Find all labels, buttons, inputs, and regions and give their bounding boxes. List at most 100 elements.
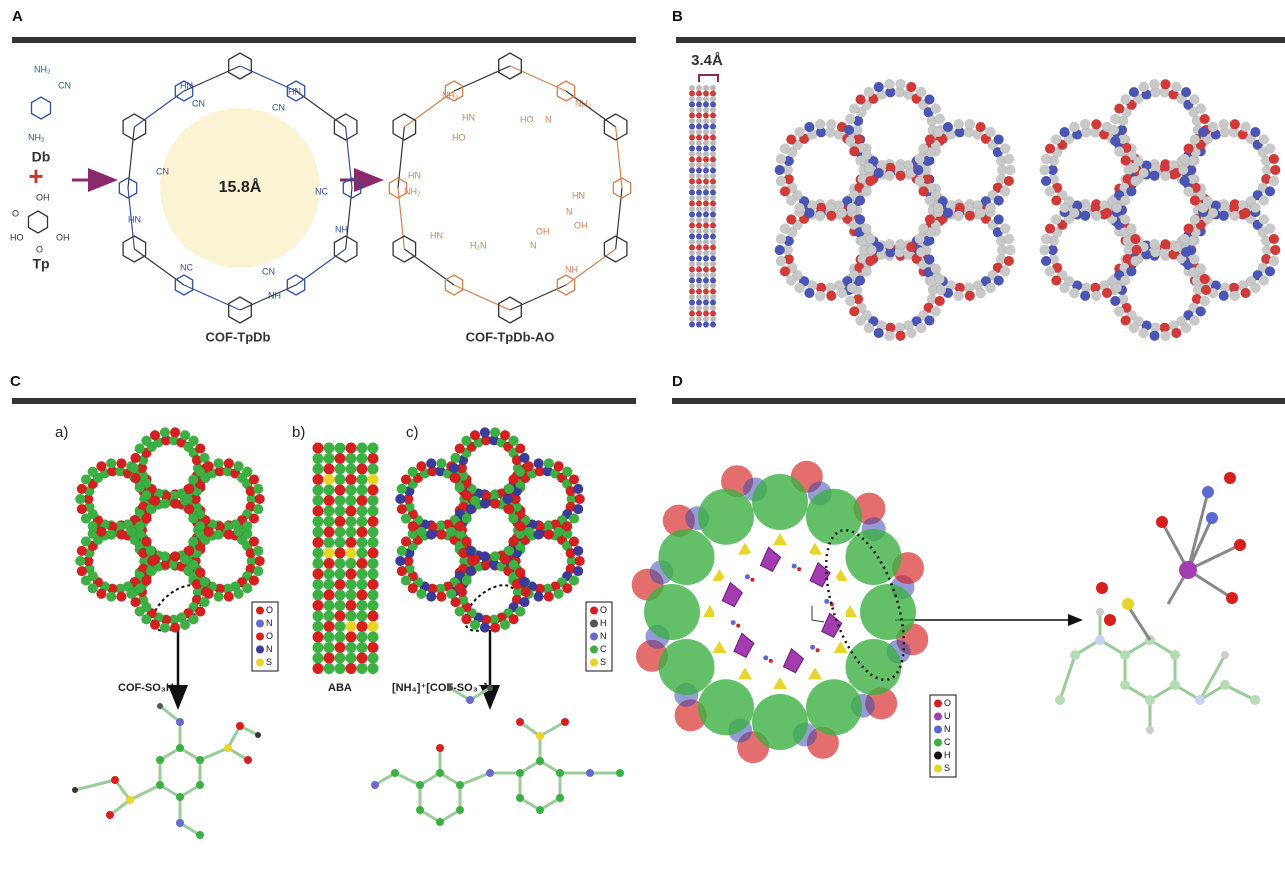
atom — [487, 685, 493, 691]
atom — [689, 261, 695, 267]
legend-swatch — [256, 619, 264, 628]
atom — [213, 458, 224, 469]
sub-label: b) — [292, 424, 305, 441]
atom — [710, 283, 716, 289]
atom — [345, 474, 357, 485]
atom — [1183, 186, 1194, 197]
atom — [710, 211, 716, 218]
atom — [696, 112, 702, 119]
atom — [436, 744, 444, 752]
atom — [479, 427, 491, 438]
product-label: COF-TpDb — [206, 329, 271, 344]
atom — [775, 175, 787, 187]
atom — [1195, 263, 1206, 274]
atom — [1195, 695, 1205, 705]
atom — [863, 322, 875, 334]
atom — [710, 118, 716, 124]
product-label: COF-TpDb-AO — [466, 329, 555, 344]
atom — [87, 582, 98, 594]
atom — [703, 145, 709, 152]
atom — [854, 275, 866, 286]
atom — [703, 101, 709, 108]
atom — [696, 206, 702, 212]
atom — [703, 134, 709, 141]
atom — [1069, 287, 1080, 299]
atom — [536, 732, 544, 740]
atom — [367, 652, 379, 664]
atom — [845, 113, 856, 125]
atom — [710, 244, 716, 251]
bond — [403, 90, 455, 128]
sub-label: c) — [406, 424, 419, 441]
bond — [1126, 605, 1152, 641]
atom — [710, 217, 716, 223]
atom — [176, 793, 184, 801]
atom — [846, 202, 858, 214]
atom — [312, 547, 324, 559]
atom — [200, 586, 212, 598]
atom — [703, 239, 709, 245]
atom — [845, 295, 856, 307]
atom — [156, 756, 164, 764]
atom — [323, 600, 335, 611]
atom-label: NH — [268, 290, 281, 300]
atom — [1128, 86, 1140, 98]
atom — [1240, 207, 1251, 219]
atom — [586, 769, 594, 777]
ring — [498, 296, 522, 324]
atom — [1110, 295, 1121, 307]
atom — [689, 140, 695, 146]
atom — [914, 175, 925, 187]
atom — [334, 547, 346, 559]
atom — [689, 101, 695, 108]
atom — [824, 598, 830, 604]
atom — [334, 642, 346, 653]
atom — [446, 526, 457, 537]
atom — [195, 567, 206, 578]
atom — [508, 559, 519, 571]
caption: COF-SO₃H — [118, 682, 174, 694]
atom — [1250, 126, 1261, 138]
atom — [934, 113, 945, 125]
atom — [543, 458, 555, 469]
atom — [710, 85, 716, 91]
atom — [356, 516, 368, 527]
atom — [1264, 186, 1276, 197]
atom — [367, 453, 379, 464]
atom — [924, 94, 935, 105]
atom — [689, 123, 695, 130]
atom — [953, 290, 964, 301]
atom — [1114, 306, 1125, 317]
atom — [696, 211, 702, 218]
atom — [356, 579, 368, 590]
atom — [1096, 582, 1108, 594]
atom — [479, 498, 491, 509]
monomer-label: Tp — [32, 256, 49, 272]
atom — [1206, 512, 1218, 524]
panel-b: 3.4Å — [689, 52, 1281, 341]
atom — [367, 579, 379, 590]
atom — [1180, 86, 1192, 98]
atom — [96, 588, 107, 599]
atom — [323, 526, 335, 538]
atom — [345, 558, 357, 569]
atom — [915, 246, 927, 258]
atom — [924, 214, 936, 225]
atom — [76, 565, 88, 577]
atom — [804, 121, 815, 133]
atom — [1199, 113, 1210, 125]
atom — [918, 143, 929, 154]
atom — [1149, 170, 1160, 181]
atom — [345, 631, 357, 643]
atom — [1179, 233, 1190, 245]
atom — [703, 316, 709, 322]
legend-label: N — [944, 724, 951, 734]
atom — [843, 124, 855, 136]
atom — [1128, 322, 1140, 334]
legend-swatch — [934, 712, 942, 721]
atom — [696, 244, 702, 251]
atom — [149, 430, 161, 441]
atom — [696, 277, 702, 284]
atom — [863, 162, 875, 174]
